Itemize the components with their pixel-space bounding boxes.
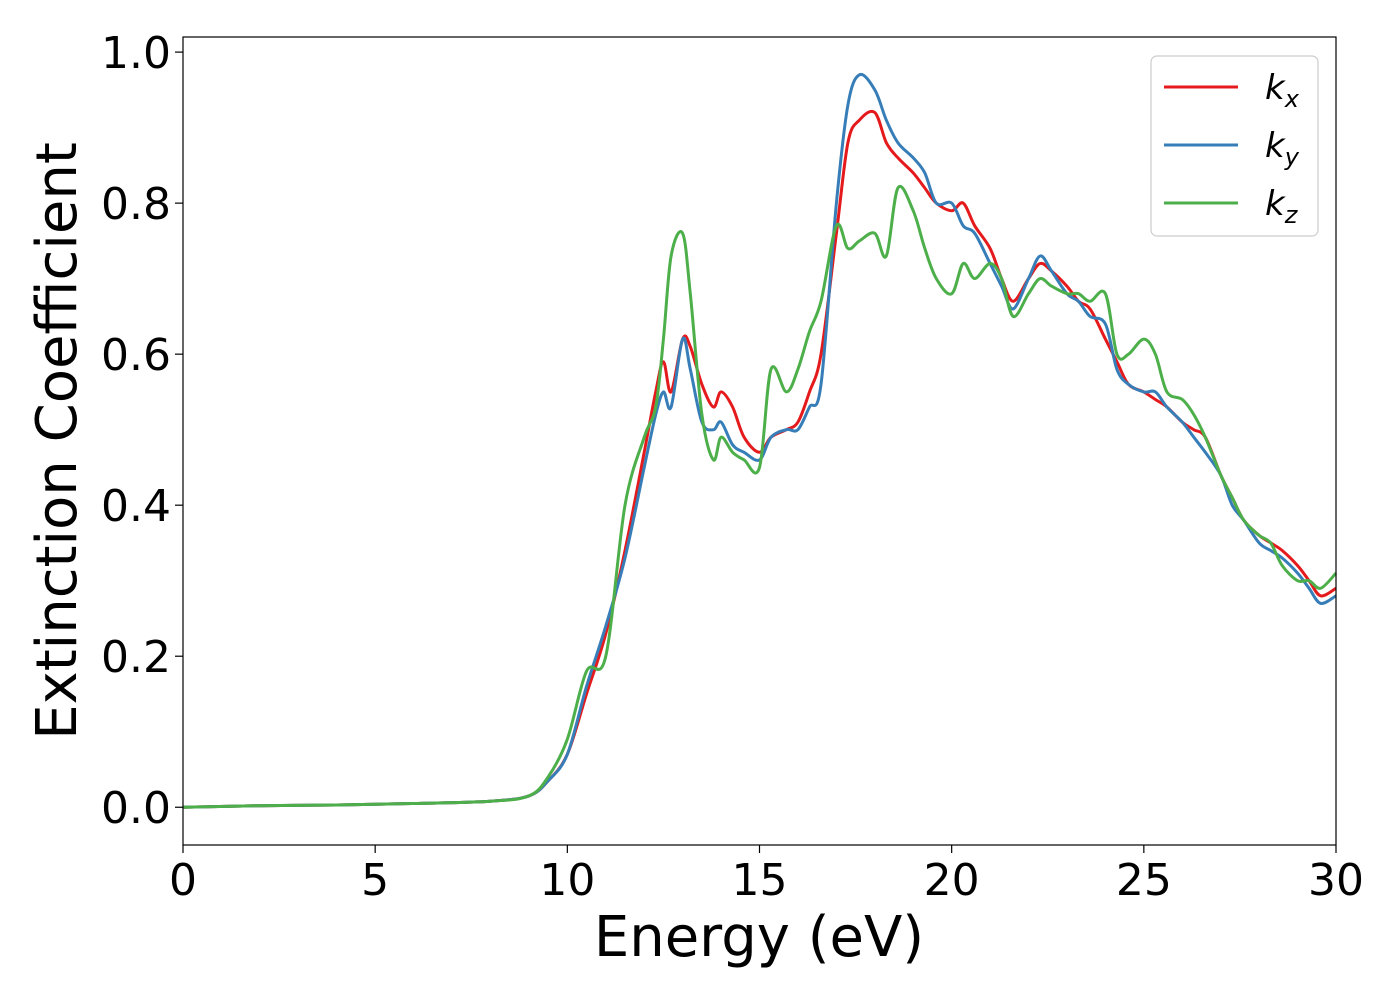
legend: kx ky kz: [1150, 55, 1319, 237]
x-tick-label: 25: [1116, 855, 1172, 906]
x-axis-title: Energy (eV): [594, 905, 924, 970]
y-tick-label: 1.0: [101, 28, 171, 79]
legend-label-kz: kz: [1265, 184, 1299, 229]
y-axis-title: Extinction Coefficient: [25, 142, 90, 740]
series-line-kz: [182, 184, 1338, 809]
x-tick-label: 10: [539, 855, 595, 906]
series-line-ky: [182, 72, 1337, 809]
series-line-kx: [182, 109, 1337, 809]
x-axis-ticks: 0 5 10 15 20 25 30: [169, 845, 1364, 906]
x-tick-label: 15: [732, 855, 788, 906]
x-tick-label: 30: [1308, 855, 1364, 906]
x-tick-label: 20: [924, 855, 980, 906]
y-tick-label: 0.2: [101, 632, 171, 683]
x-tick-label: 0: [169, 855, 197, 906]
y-tick-label: 0.8: [101, 179, 171, 230]
y-tick-label: 0.4: [101, 481, 171, 532]
series-layer: [182, 72, 1338, 809]
x-tick-label: 5: [361, 855, 389, 906]
y-axis-ticks: 0.0 0.2 0.4 0.6 0.8 1.0: [101, 28, 183, 834]
legend-label-kx: kx: [1265, 68, 1300, 113]
legend-label-ky: ky: [1265, 126, 1300, 171]
y-tick-label: 0.0: [101, 783, 171, 834]
y-tick-label: 0.6: [101, 330, 171, 381]
